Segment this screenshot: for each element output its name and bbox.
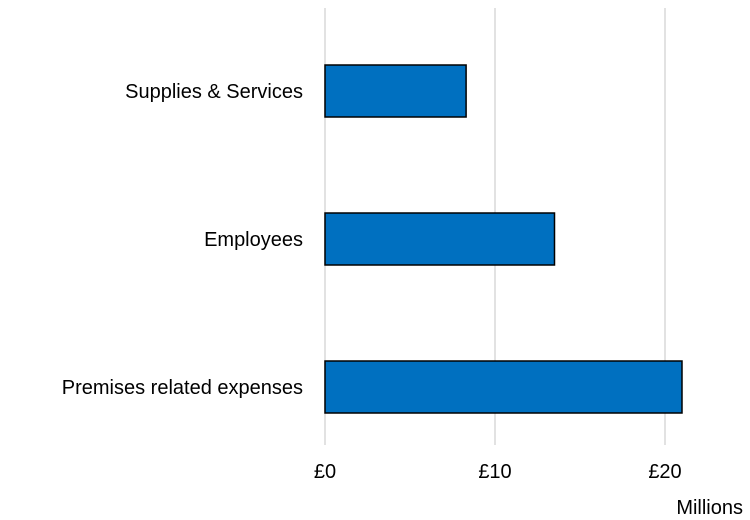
category-label: Premises related expenses <box>62 377 303 399</box>
category-label: Employees <box>204 229 303 251</box>
x-axis-unit-label: Millions <box>676 497 743 519</box>
category-labels: Supplies & Services Employees Premises rel… <box>62 81 303 399</box>
x-tick-label: £20 <box>648 461 681 483</box>
x-tick-label: £10 <box>478 461 511 483</box>
bar <box>324 64 467 118</box>
bar <box>324 360 683 414</box>
bar <box>324 212 556 266</box>
x-tick-label: £0 <box>314 461 336 483</box>
bars <box>324 64 683 414</box>
x-axis-tick-labels: £0 £10 £20 <box>314 461 682 483</box>
category-label: Supplies & Services <box>125 81 303 103</box>
